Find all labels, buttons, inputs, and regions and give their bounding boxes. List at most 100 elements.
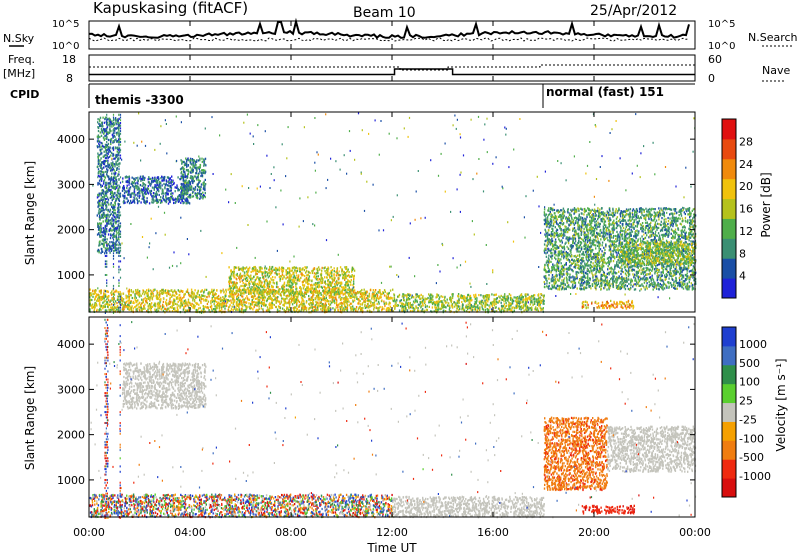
scatter-cell [350, 295, 351, 297]
scatter-cell [263, 299, 264, 301]
scatter-cell [317, 309, 318, 311]
scatter-cell [252, 308, 253, 310]
scatter-cell [211, 309, 212, 311]
scatter-cell [106, 290, 107, 292]
scatter-cell [381, 296, 382, 298]
scatter-cell [322, 303, 323, 305]
scatter-cell [136, 308, 137, 310]
beam-label: Beam 10 [353, 5, 416, 21]
scatter-cell [336, 306, 337, 308]
scatter-cell [242, 299, 243, 301]
scatter-cell [328, 303, 329, 305]
scatter-cell [144, 293, 145, 295]
scatter-cell [244, 304, 245, 306]
scatter-cell [178, 301, 179, 303]
scatter-cell [360, 303, 361, 305]
scatter-cell [258, 296, 259, 298]
scatter-cell [237, 305, 238, 307]
frequency-panel: Freq. [MHz] 18 8 60 0 Nave [3, 53, 790, 85]
scatter-cell [283, 298, 284, 300]
scatter-cell [216, 304, 217, 306]
scatter-cell [169, 293, 170, 295]
scatter-cell [355, 292, 356, 294]
scatter-cell [134, 295, 135, 297]
scatter-cell [329, 296, 330, 298]
scatter-cell [384, 303, 385, 305]
scatter-cell [241, 303, 242, 305]
power-panel: 1000200030004000 Slant Range [km] 481216… [23, 112, 773, 314]
scatter-cell [197, 292, 198, 294]
scatter-cell [375, 295, 376, 297]
scatter-cell [236, 296, 237, 298]
scatter-cell [171, 289, 172, 291]
scatter-cell [163, 297, 164, 299]
scatter-cell [244, 301, 245, 303]
scatter-cell [138, 306, 139, 308]
scatter-cell [212, 291, 213, 293]
scatter-cell [198, 307, 199, 309]
scatter-cell [355, 308, 356, 310]
scatter-cell [319, 301, 320, 303]
scatter-cell [325, 303, 326, 305]
radar-summary-plot: Kapuskasing (fitACF) Beam 10 25/Apr/2012… [0, 0, 800, 554]
scatter-cell [254, 292, 255, 294]
scatter-cell [158, 304, 159, 306]
scatter-cell [295, 299, 296, 301]
scatter-cell [218, 302, 219, 304]
scatter-cell [204, 295, 205, 297]
scatter-cell [202, 289, 203, 291]
scatter-cell [345, 296, 346, 298]
scatter-cell [283, 294, 284, 296]
scatter-cell [228, 295, 229, 297]
scatter-cell [302, 307, 303, 309]
scatter-cell [157, 307, 158, 309]
scatter-cell [196, 309, 197, 311]
scatter-cell [203, 291, 204, 293]
scatter-cell [200, 296, 201, 298]
scatter-cell [156, 309, 157, 311]
scatter-cell [104, 297, 105, 299]
scatter-cell [188, 301, 189, 303]
scatter-cell [327, 310, 328, 312]
scatter-cell [260, 302, 261, 304]
scatter-cell [95, 296, 96, 298]
scatter-cell [186, 291, 187, 293]
scatter-cell [259, 299, 260, 301]
scatter-cell [199, 294, 200, 296]
scatter-cell [207, 303, 208, 305]
noise-tick-high-right: 10^5 [708, 19, 735, 30]
scatter-cell [205, 306, 206, 308]
scatter-cell [169, 303, 170, 305]
scatter-cell [102, 296, 103, 298]
scatter-cell [261, 297, 262, 299]
scatter-cell [110, 292, 111, 294]
scatter-cell [341, 306, 342, 308]
scatter-cell [304, 308, 305, 310]
scatter-cell [101, 299, 102, 301]
scatter-cell [168, 308, 169, 310]
scatter-cell [337, 309, 338, 311]
scatter-cell [111, 307, 112, 309]
scatter-cell [389, 302, 390, 304]
scatter-cell [232, 298, 233, 300]
scatter-cell [353, 309, 354, 311]
scatter-cell [369, 295, 370, 297]
scatter-cell [147, 293, 148, 295]
scatter-cell [137, 303, 138, 305]
scatter-cell [293, 301, 294, 303]
scatter-cell [391, 297, 392, 299]
scatter-cell [390, 297, 391, 299]
scatter-cell [335, 298, 336, 300]
scatter-cell [91, 307, 92, 309]
scatter-cell [233, 296, 234, 298]
scatter-cell [325, 294, 326, 296]
scatter-cell [92, 293, 93, 295]
scatter-cell [176, 291, 177, 293]
scatter-cell [365, 299, 366, 301]
scatter-cell [347, 298, 348, 300]
scatter-cell [365, 307, 366, 309]
scatter-cell [332, 307, 333, 309]
scatter-cell [323, 295, 324, 297]
scatter-cell [110, 300, 111, 302]
scatter-cell [165, 301, 166, 303]
